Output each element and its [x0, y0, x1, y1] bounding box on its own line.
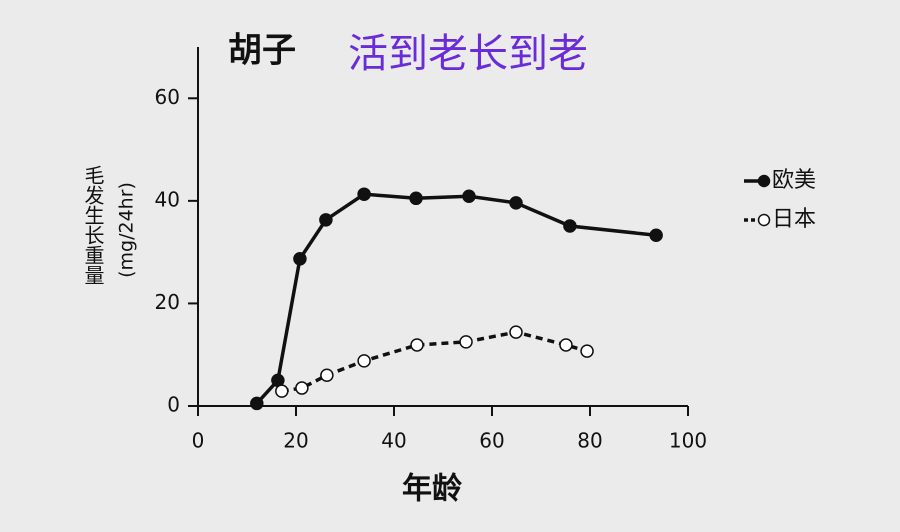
x-tick-label: 60 [479, 429, 504, 453]
data-point [649, 228, 663, 242]
x-tick-label: 80 [577, 429, 602, 453]
x-tick-label: 100 [669, 429, 707, 453]
y-axis-unit: (mg/24hr) [116, 182, 138, 278]
y-tick-label: 40 [155, 187, 180, 211]
x-tick-label: 40 [381, 429, 406, 453]
x-tick-label: 20 [283, 429, 308, 453]
y-tick-label: 60 [155, 85, 180, 109]
x-tick-label: 0 [192, 429, 205, 453]
data-point [580, 344, 594, 358]
data-point [563, 219, 577, 233]
legend-label: 欧美 [772, 168, 816, 193]
data-point [410, 338, 424, 352]
data-point [275, 384, 289, 398]
y-tick-label: 0 [167, 393, 180, 417]
series-line [281, 330, 588, 393]
data-point [459, 335, 473, 349]
y-axis-label: 毛发生长重量 [81, 165, 105, 285]
legend-marker [757, 174, 771, 188]
data-point [357, 354, 371, 368]
data-point [509, 325, 523, 339]
data-point [250, 396, 264, 411]
legend-marker [757, 213, 771, 227]
data-point [409, 191, 423, 206]
chart-subtitle: 活到老长到老 [348, 31, 588, 77]
y-tick-label: 20 [155, 290, 180, 314]
data-point [357, 187, 371, 201]
data-point [293, 252, 307, 266]
data-point [320, 368, 334, 382]
legend-label: 日本 [772, 207, 816, 232]
series-line [255, 192, 657, 405]
x-axis-label: 年龄 [402, 472, 463, 507]
data-point [319, 213, 333, 227]
data-point [559, 338, 573, 352]
data-point [295, 381, 309, 395]
data-point [509, 196, 523, 210]
chart-title: 胡子 [228, 31, 296, 71]
data-point [462, 189, 476, 203]
